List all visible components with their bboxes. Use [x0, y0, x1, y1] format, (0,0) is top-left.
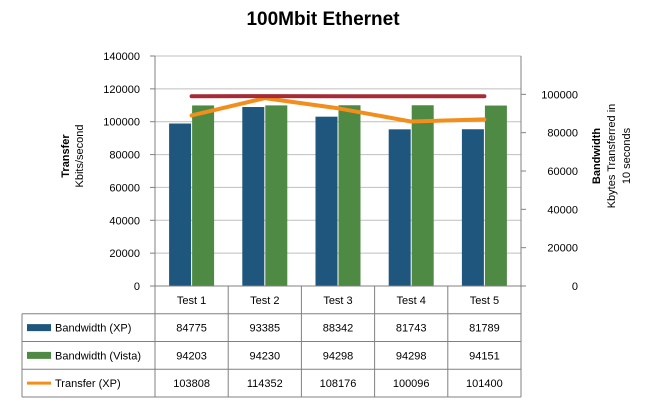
right-axis-title-line1: Kbytes Transferred in: [606, 104, 618, 209]
data-cell: 94298: [323, 350, 354, 362]
chart-title: 100Mbit Ethernet: [246, 9, 400, 30]
data-cell: 81789: [469, 323, 500, 335]
left-tick-label: 100000: [103, 117, 140, 129]
bar-bandwidth-xp: [461, 129, 484, 286]
left-tick-label: 60000: [109, 182, 140, 194]
category-label: Test 5: [470, 295, 499, 307]
right-tick-label: 100000: [541, 89, 578, 101]
left-tick-label: 0: [134, 281, 140, 293]
left-tick-label: 80000: [109, 150, 140, 162]
legend-label: Bandwidth (XP): [55, 323, 131, 335]
bar-bandwidth-xp: [315, 116, 338, 287]
bar-bandwidth-xp: [388, 129, 411, 286]
left-axis-ticks: 0 20000 40000 60000 80000 100000 120000 140000: [103, 51, 140, 293]
bar-bandwidth-vista: [338, 105, 361, 286]
line-series: [189, 94, 487, 124]
data-cell: 94230: [250, 350, 281, 362]
data-cell: 108176: [320, 378, 357, 390]
bar-bandwidth-xp: [169, 123, 192, 286]
bar-series: [169, 105, 507, 287]
data-cell: 93385: [250, 323, 281, 335]
right-tick-label: 60000: [547, 166, 578, 178]
data-cell: 114352: [247, 378, 283, 390]
data-cell: 81743: [396, 323, 427, 335]
category-label: Test 4: [397, 295, 426, 307]
bar-bandwidth-vista: [265, 105, 288, 286]
category-label: Test 3: [323, 295, 352, 307]
data-cell: 103808: [173, 378, 210, 390]
left-axis-title: Kbits/second: [74, 125, 86, 188]
legend-key: [27, 324, 51, 332]
data-cell: 84775: [176, 323, 207, 335]
left-tick-label: 120000: [103, 84, 140, 96]
right-tick-label: 0: [572, 281, 578, 293]
legend-label: Bandwidth (Vista): [55, 350, 141, 362]
data-table: Test 1 Test 2 Test 3 Test 4 Test 5 Bandwidth …: [21, 285, 522, 406]
data-cell: 94298: [396, 350, 427, 362]
left-tick-label: 40000: [109, 215, 140, 227]
right-axis-title-line2: 10 seconds: [621, 127, 633, 184]
right-tick-label: 40000: [547, 204, 578, 216]
legend-key: [27, 351, 51, 359]
legend-label: Transfer (XP): [55, 378, 121, 390]
right-axis-ticks: 0 20000 40000 60000 80000 100000: [541, 89, 578, 293]
data-cell: 88342: [323, 323, 354, 335]
right-tick-label: 80000: [547, 128, 578, 140]
data-cell: 100096: [393, 378, 430, 390]
data-cell: 94151: [469, 350, 500, 362]
bar-bandwidth-vista: [411, 105, 434, 286]
bar-bandwidth-vista: [484, 105, 507, 286]
left-tick-label: 20000: [109, 248, 140, 260]
data-cell: 94203: [176, 350, 207, 362]
bar-bandwidth-xp: [242, 107, 265, 286]
bar-bandwidth-vista: [192, 105, 215, 287]
right-axis-title-bold: Bandwidth: [591, 128, 603, 184]
category-label: Test 1: [177, 295, 206, 307]
left-tick-label: 140000: [103, 51, 140, 63]
line-transfer-xp: [189, 96, 487, 124]
category-label: Test 2: [250, 295, 279, 307]
right-tick-label: 20000: [547, 243, 578, 255]
data-cell: 101400: [466, 378, 503, 390]
left-axis-title-bold: Transfer: [60, 134, 72, 178]
